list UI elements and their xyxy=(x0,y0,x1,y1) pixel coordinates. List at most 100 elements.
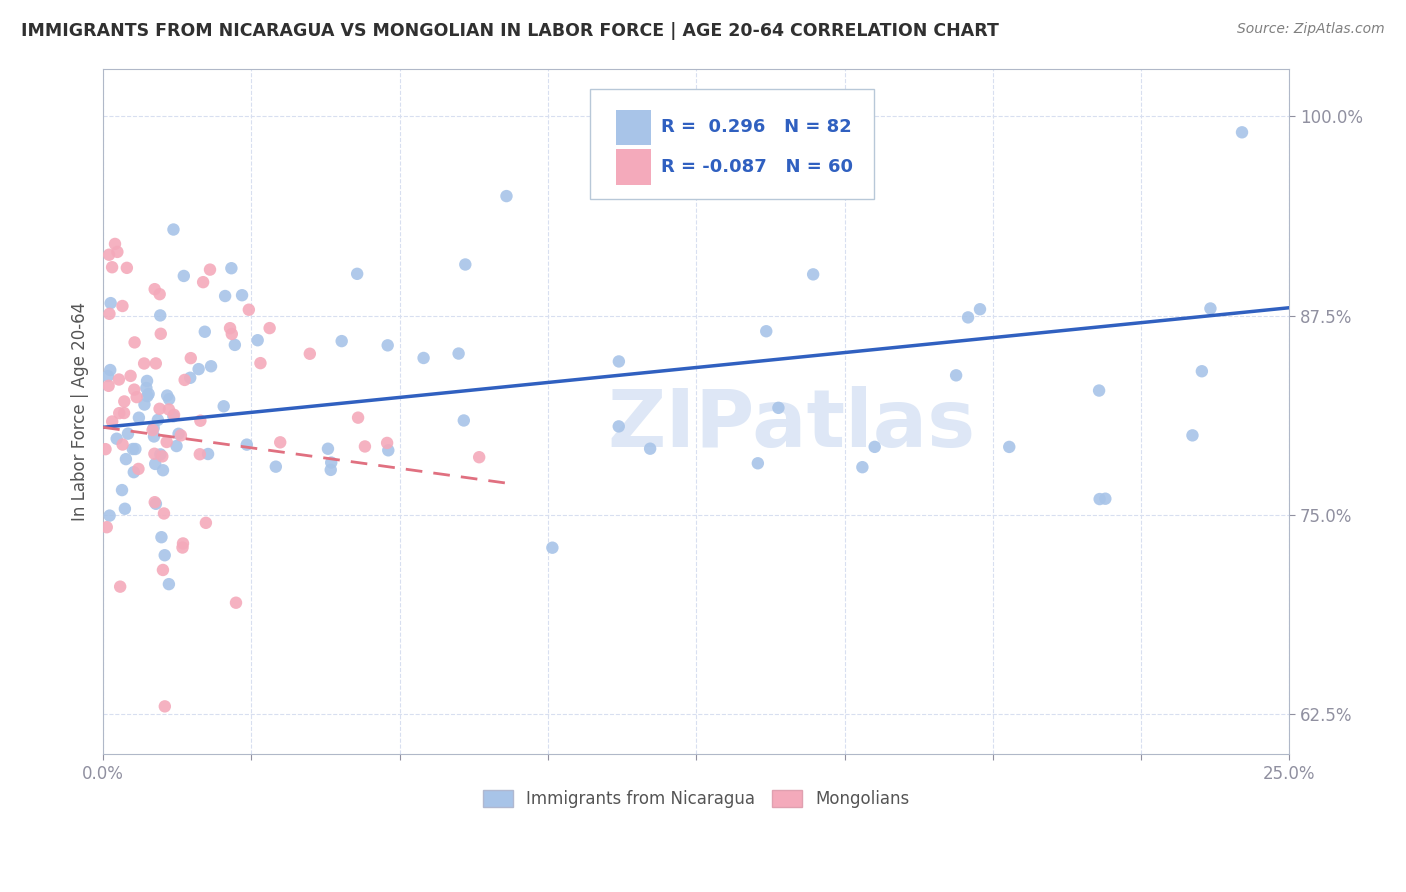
Point xyxy=(153,548,176,562)
Point xyxy=(298,347,321,361)
Point xyxy=(194,325,217,339)
Point xyxy=(945,368,967,383)
Point xyxy=(259,321,281,335)
Point xyxy=(180,351,202,365)
Point xyxy=(135,381,157,395)
Point xyxy=(225,596,247,610)
Point xyxy=(198,262,221,277)
Point xyxy=(153,699,176,714)
Point xyxy=(1088,491,1111,506)
Point xyxy=(1088,384,1111,398)
Bar xyxy=(616,110,651,145)
Point xyxy=(200,359,222,374)
Point xyxy=(172,541,194,555)
Point xyxy=(138,387,160,401)
Point xyxy=(191,275,214,289)
Point xyxy=(149,447,172,461)
Point xyxy=(607,419,630,434)
Point xyxy=(142,421,165,435)
Point xyxy=(134,356,156,370)
Point xyxy=(150,450,173,464)
Point xyxy=(104,236,127,251)
Point xyxy=(755,324,778,338)
Text: R =  0.296   N = 82: R = 0.296 N = 82 xyxy=(661,119,852,136)
Point xyxy=(136,374,159,388)
Point xyxy=(190,414,212,428)
Point xyxy=(122,383,145,397)
Point xyxy=(143,447,166,461)
Bar xyxy=(616,150,651,185)
Point xyxy=(319,463,342,477)
Point xyxy=(150,530,173,544)
Point xyxy=(101,260,124,275)
Point xyxy=(187,362,209,376)
Point xyxy=(143,457,166,471)
Point xyxy=(1094,491,1116,506)
Point xyxy=(143,429,166,443)
Point xyxy=(157,392,180,406)
Point xyxy=(152,563,174,577)
Point xyxy=(249,356,271,370)
Point xyxy=(148,401,170,416)
Point xyxy=(468,450,491,465)
Point xyxy=(136,389,159,403)
Point xyxy=(142,423,165,437)
Point xyxy=(125,390,148,404)
Point xyxy=(157,402,180,417)
Text: Source: ZipAtlas.com: Source: ZipAtlas.com xyxy=(1237,22,1385,37)
Point xyxy=(321,456,343,470)
Y-axis label: In Labor Force | Age 20-64: In Labor Force | Age 20-64 xyxy=(72,301,89,521)
Point xyxy=(108,406,131,420)
Point xyxy=(495,189,517,203)
Point xyxy=(163,408,186,422)
Point xyxy=(98,248,121,262)
Point xyxy=(377,338,399,352)
Point xyxy=(412,351,434,365)
Point xyxy=(98,508,121,523)
Point xyxy=(134,398,156,412)
Point xyxy=(111,437,134,451)
Point xyxy=(269,435,291,450)
Point xyxy=(179,371,201,385)
Point xyxy=(117,426,139,441)
Text: ZIPatlas: ZIPatlas xyxy=(607,386,976,464)
Point xyxy=(638,442,661,456)
Point xyxy=(94,442,117,457)
Point xyxy=(377,443,399,458)
Point xyxy=(105,244,128,259)
Point xyxy=(173,373,195,387)
Point xyxy=(347,410,370,425)
Point xyxy=(111,299,134,313)
Point xyxy=(97,369,120,384)
Point xyxy=(170,428,193,442)
Point xyxy=(96,520,118,534)
Point xyxy=(120,368,142,383)
Point xyxy=(238,302,260,317)
Point xyxy=(957,310,980,325)
Point xyxy=(1181,428,1204,442)
Point xyxy=(167,426,190,441)
Point xyxy=(124,335,146,350)
Point xyxy=(375,436,398,450)
Point xyxy=(156,388,179,402)
Point xyxy=(454,258,477,272)
Point xyxy=(162,222,184,236)
Point xyxy=(316,442,339,456)
Point xyxy=(146,413,169,427)
Point xyxy=(172,536,194,550)
Point xyxy=(115,452,138,467)
Point xyxy=(541,541,564,555)
Point xyxy=(162,409,184,424)
Point xyxy=(115,260,138,275)
Point xyxy=(998,440,1021,454)
Point xyxy=(108,372,131,386)
Point xyxy=(246,333,269,347)
Point xyxy=(105,432,128,446)
Point xyxy=(330,334,353,348)
Point xyxy=(101,415,124,429)
Point xyxy=(354,440,377,454)
Point xyxy=(747,456,769,470)
Point xyxy=(851,460,873,475)
Point xyxy=(221,261,243,276)
Point xyxy=(453,413,475,427)
